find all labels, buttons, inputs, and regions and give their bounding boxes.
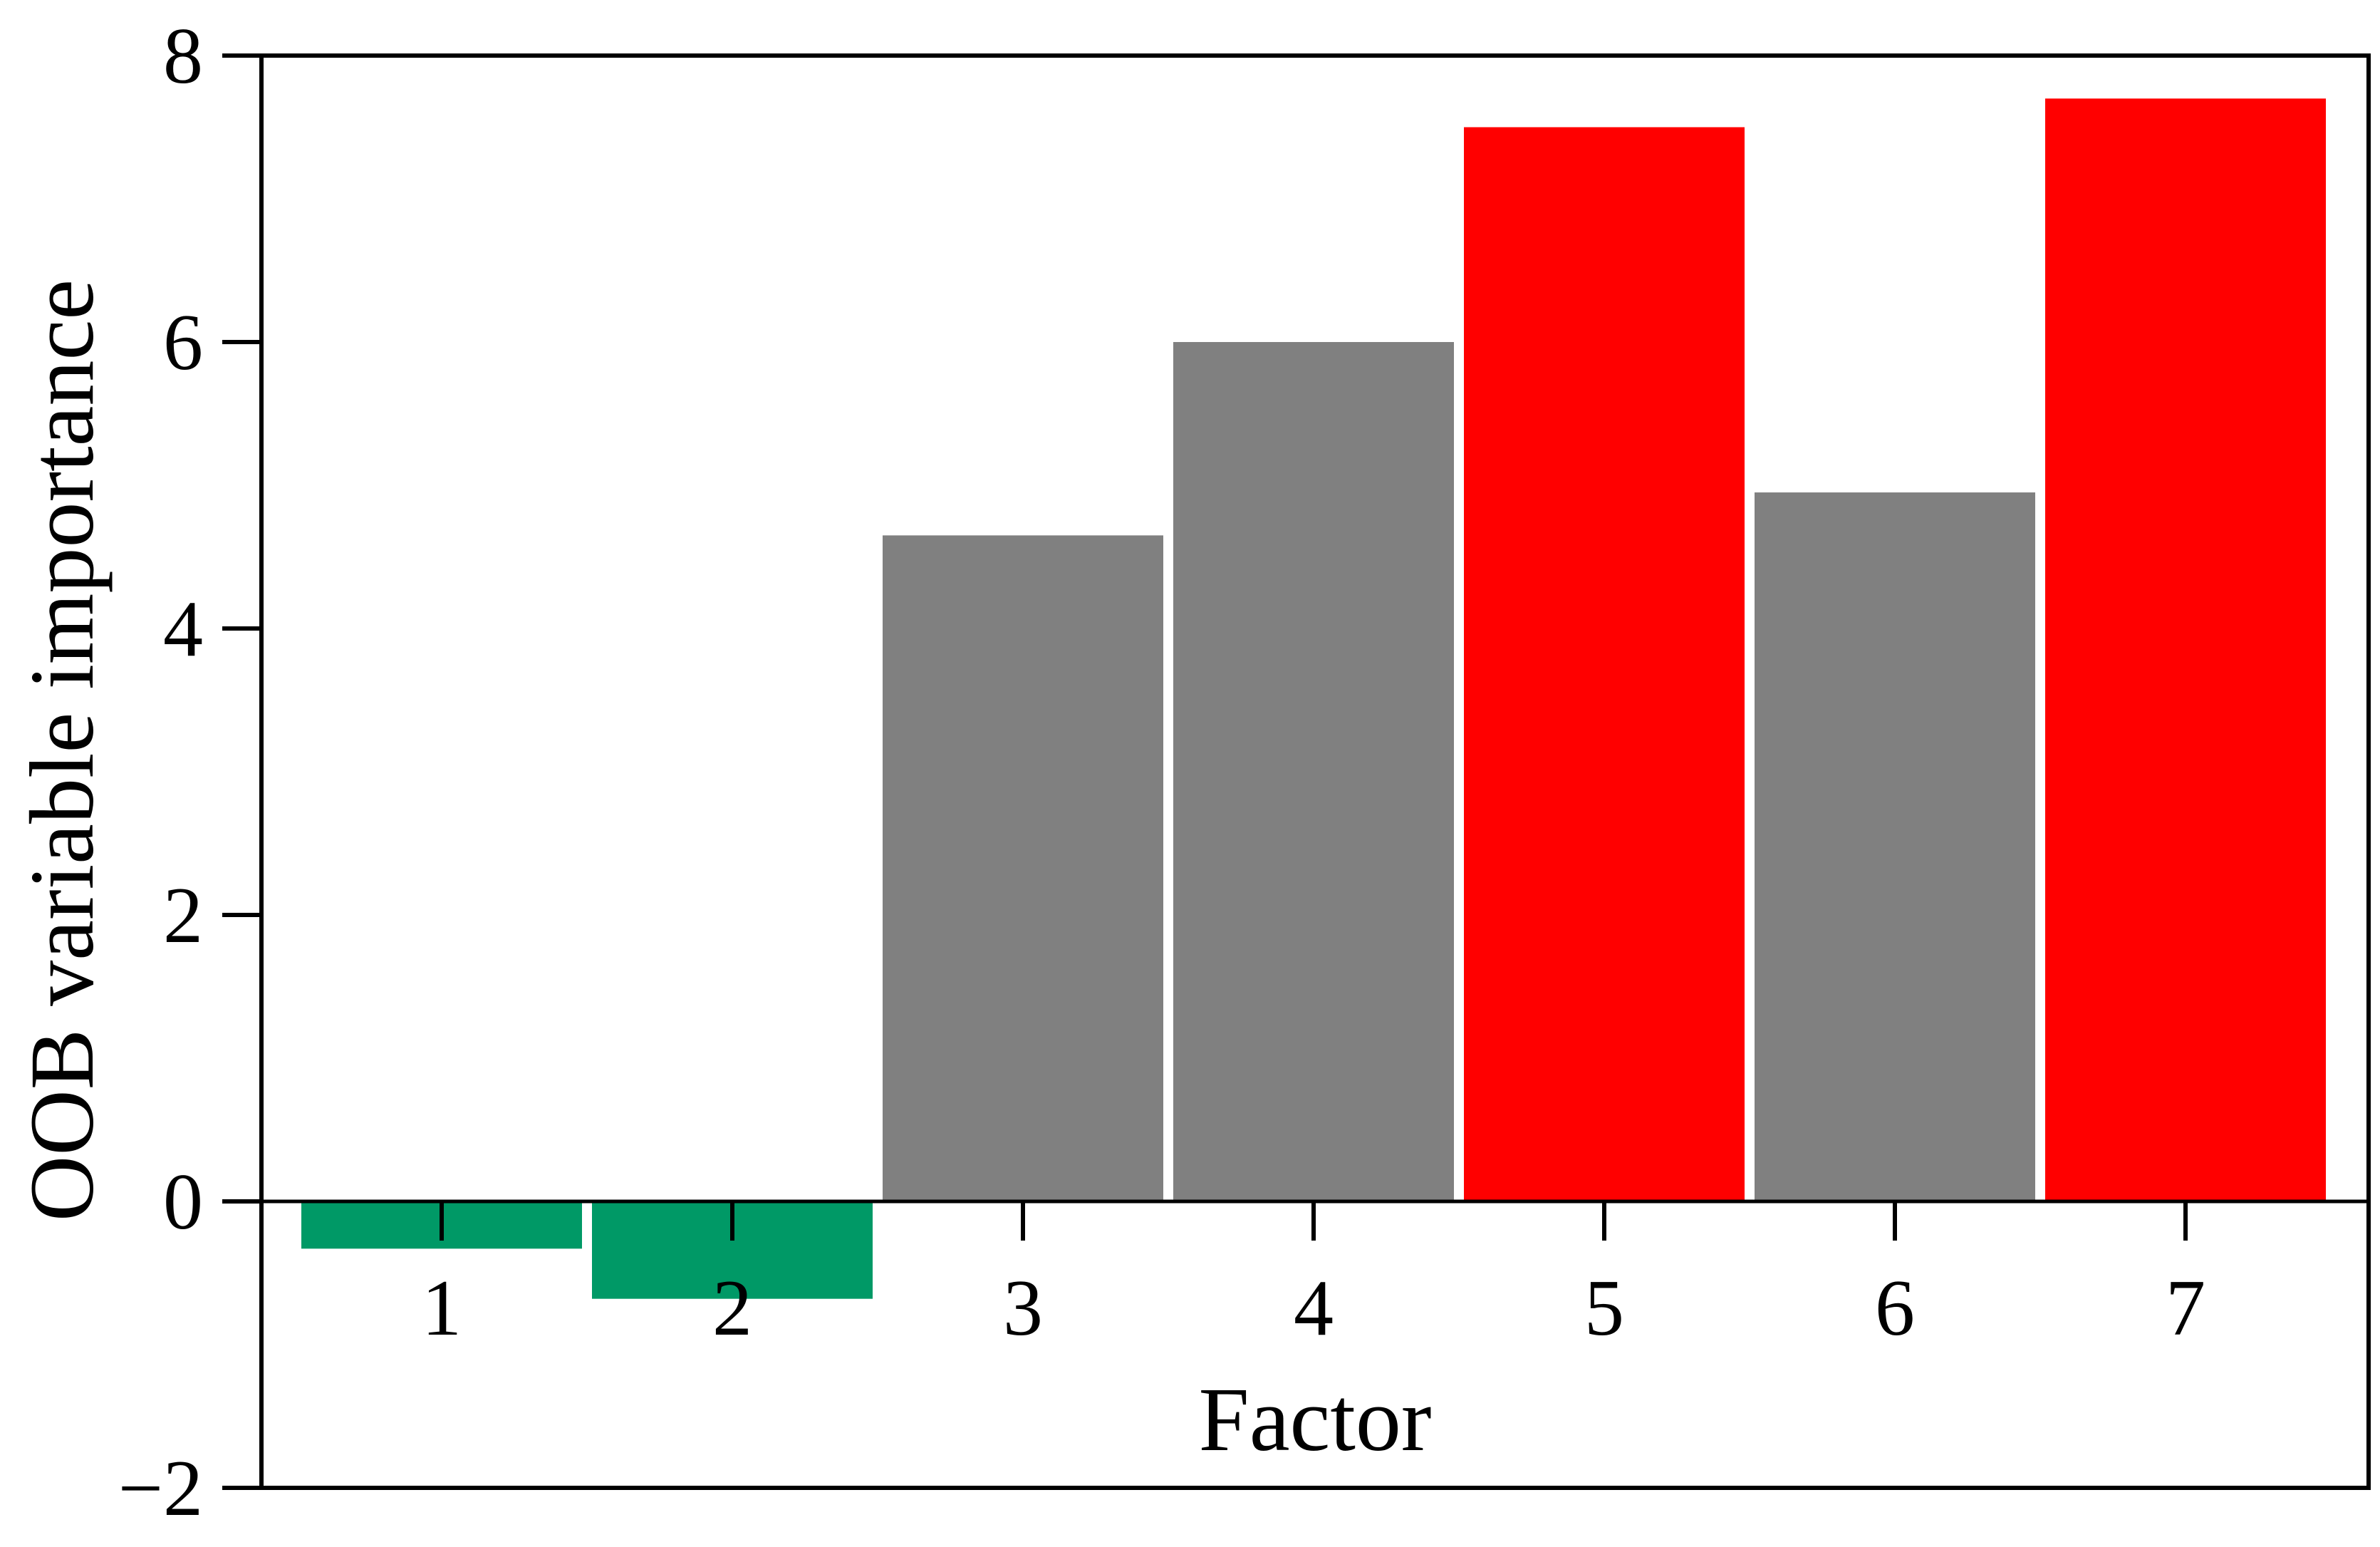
bars-group bbox=[301, 98, 2326, 1299]
y-tick-label: 4 bbox=[163, 585, 203, 673]
bar-factor-3 bbox=[883, 535, 1163, 1201]
y-tick-label: 6 bbox=[163, 299, 203, 387]
bar-factor-4 bbox=[1173, 342, 1454, 1201]
bar-factor-6 bbox=[1755, 492, 2035, 1201]
y-tick-label: 2 bbox=[163, 871, 203, 960]
bar-factor-7 bbox=[2045, 98, 2326, 1201]
x-tick-label: 5 bbox=[1584, 1264, 1624, 1352]
y-tick-label: −2 bbox=[118, 1444, 203, 1533]
y-tick-label: 8 bbox=[163, 12, 203, 100]
x-tick-label: 6 bbox=[1875, 1264, 1915, 1352]
bar-factor-5 bbox=[1464, 127, 1745, 1201]
x-tick-label: 2 bbox=[712, 1264, 752, 1352]
x-axis-ticks: 1 2 3 4 5 6 7 bbox=[422, 1201, 2205, 1352]
x-tick-label: 7 bbox=[2166, 1264, 2205, 1352]
y-tick-label: 0 bbox=[163, 1158, 203, 1246]
y-axis-label: OOB variable importance bbox=[11, 279, 113, 1221]
x-axis-label: Factor bbox=[1199, 1369, 1432, 1470]
y-axis-ticks: −2 0 2 4 6 8 bbox=[118, 12, 261, 1533]
x-tick-label: 1 bbox=[422, 1264, 462, 1352]
x-tick-label: 3 bbox=[1003, 1264, 1043, 1352]
plot-frame bbox=[259, 53, 2371, 1490]
x-tick-label: 4 bbox=[1294, 1264, 1334, 1352]
